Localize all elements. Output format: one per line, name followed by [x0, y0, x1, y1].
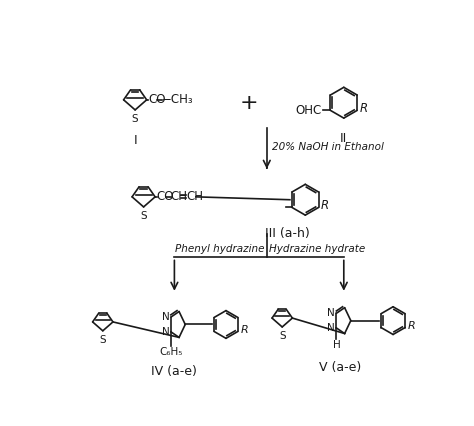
- Text: N: N: [327, 308, 335, 318]
- Text: N: N: [162, 312, 169, 322]
- Text: III (a-h): III (a-h): [265, 227, 310, 240]
- Text: S: S: [100, 335, 106, 345]
- Text: S: S: [140, 211, 147, 221]
- Text: −CH₃: −CH₃: [162, 93, 194, 106]
- Text: I: I: [133, 133, 137, 147]
- Text: CH: CH: [186, 190, 203, 203]
- Text: R: R: [321, 199, 329, 213]
- Text: S: S: [132, 114, 138, 124]
- Text: CO: CO: [156, 190, 174, 203]
- Text: II: II: [340, 132, 347, 145]
- Text: 20% NaOH in Ethanol: 20% NaOH in Ethanol: [272, 142, 384, 153]
- Text: R: R: [240, 325, 248, 335]
- Text: OHC: OHC: [296, 104, 322, 117]
- Text: CH: CH: [171, 190, 188, 203]
- Text: C₆H₅: C₆H₅: [159, 347, 182, 357]
- Text: CO: CO: [148, 93, 166, 106]
- Text: S: S: [279, 331, 285, 341]
- Text: N: N: [327, 323, 335, 333]
- Text: R: R: [359, 102, 367, 115]
- Text: Phenyl hydrazine: Phenyl hydrazine: [175, 245, 264, 254]
- Text: V (a-e): V (a-e): [319, 361, 361, 374]
- Text: Hydrazine hydrate: Hydrazine hydrate: [269, 245, 365, 254]
- Text: R: R: [407, 321, 415, 331]
- Text: H: H: [333, 340, 340, 350]
- Text: +: +: [240, 93, 258, 113]
- Text: N: N: [162, 327, 169, 337]
- Text: IV (a-e): IV (a-e): [152, 365, 197, 378]
